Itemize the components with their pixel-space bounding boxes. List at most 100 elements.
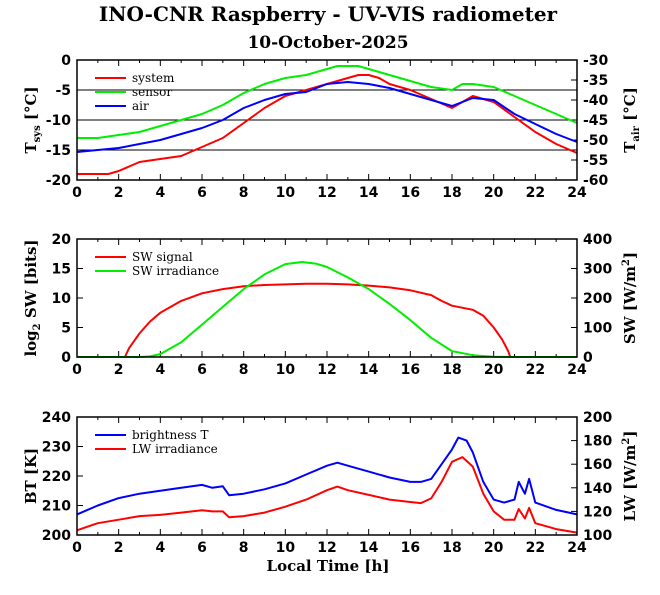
x-tick-label: 4 [155,362,165,378]
chart-title: INO-CNR Raspberry - UV-VIS radiometer [99,2,558,26]
y2-tick-label: 180 [583,434,612,450]
y2-tick-label: 120 [583,504,612,520]
y-tick-label: 230 [42,440,71,456]
x-tick-label: 14 [359,185,379,201]
x-tick-label: 20 [484,362,504,378]
x-tick-label: 10 [276,362,296,378]
y2-tick-label: 300 [583,262,612,278]
longwave-panel: 0 2 4 6 8 10 12 14 16 18 20 22 242402302202102002001… [22,410,639,556]
series-line-sw-irradiance [77,261,577,358]
y2-tick-label: 100 [583,528,612,544]
x-tick-label: 24 [567,185,587,201]
legend-label: system [132,71,175,85]
x-tick-label: 4 [155,185,165,201]
x-tick-label: 24 [567,540,587,556]
y2-tick-label: -40 [583,93,609,109]
x-tick-label: 20 [484,540,504,556]
legend-label: air [132,99,149,113]
x-tick-label: 8 [239,540,249,556]
y-axis-label: Tsys [°C] [22,86,43,153]
y-tick-label: 210 [42,499,71,515]
legend-label: sensor [132,85,172,99]
x-tick-label: 10 [276,540,296,556]
x-tick-label: 12 [317,185,336,201]
y2-axis-label: SW [W/m2] [621,252,639,344]
x-tick-label: 6 [197,362,207,378]
y2-tick-label: 200 [583,410,612,426]
y2-tick-label: 100 [583,321,612,337]
y-axis-label: log2 SW [bits] [22,239,43,356]
plot-frame [76,238,578,358]
x-tick-label: 22 [526,362,545,378]
x-tick-label: 22 [526,185,545,201]
x-tick-label: 18 [442,185,461,201]
x-axis-label: Local Time [h] [267,557,390,575]
chart-subtitle: 10-October-2025 [247,33,408,53]
x-tick-label: 2 [114,185,124,201]
y-tick-label: -20 [46,173,72,189]
x-tick-label: 18 [442,362,461,378]
x-tick-label: 12 [317,540,336,556]
x-tick-label: 2 [114,540,124,556]
x-tick-label: 8 [239,362,249,378]
y-tick-label: 5 [61,321,71,337]
shortwave-panel: 0 2 4 6 8 10 12 14 16 18 20 22 242015105040030020010… [22,232,639,378]
y-tick-label: 200 [42,528,71,544]
legend-label: SW signal [132,250,193,264]
x-tick-label: 24 [567,362,587,378]
x-tick-label: 8 [239,185,249,201]
series-line-brightness-t [76,436,578,516]
y2-tick-label: -50 [583,133,609,149]
y2-tick-label: 140 [583,481,612,497]
y-tick-label: -10 [46,113,72,129]
x-tick-label: 18 [442,540,461,556]
y2-tick-label: -55 [583,153,608,169]
series-line-system [77,74,578,175]
y-tick-label: 220 [42,469,71,485]
x-tick-label: 6 [197,540,207,556]
y-tick-label: 0 [61,53,71,69]
y2-tick-label: -30 [583,53,609,69]
x-tick-label: 14 [359,540,379,556]
y2-tick-label: 400 [583,232,612,248]
temperature-panel: 0 2 4 6 8 10 12 14 16 18 20 22 240-5-10-15-20-30-35-… [22,53,642,201]
x-tick-label: 0 [72,185,82,201]
y-tick-label: 240 [42,410,71,426]
x-tick-label: 14 [359,362,379,378]
plot-frame [76,59,578,181]
x-tick-label: 0 [72,540,82,556]
x-tick-label: 4 [155,540,165,556]
y-tick-label: 20 [52,232,72,248]
y2-axis-label: Tair [°C] [621,87,642,153]
y-axis-label: BT [K] [22,448,40,504]
series-line-lw-irradiance [76,456,578,534]
series-line-sw-signal [77,282,577,358]
x-tick-label: 22 [526,540,545,556]
x-tick-label: 16 [401,540,420,556]
y-tick-label: 0 [61,350,71,366]
x-tick-label: 12 [317,362,336,378]
y-tick-label: 15 [52,262,71,278]
x-tick-label: 10 [276,185,296,201]
x-tick-label: 2 [114,362,124,378]
legend-label: LW irradiance [132,442,218,456]
x-tick-label: 0 [72,362,82,378]
x-tick-label: 16 [401,185,420,201]
y2-tick-label: -45 [583,113,608,129]
y2-tick-label: 0 [583,350,593,366]
x-tick-label: 6 [197,185,207,201]
y-tick-label: -15 [46,143,71,159]
x-tick-label: 16 [401,362,420,378]
legend-label: SW irradiance [132,264,219,278]
legend-label: brightness T [132,428,208,442]
series-line-sensor [77,65,578,139]
plot-frame [76,416,578,536]
y-tick-label: 10 [52,291,72,307]
x-tick-label: 20 [484,185,504,201]
y2-tick-label: 200 [583,291,612,307]
y2-tick-label: -35 [583,73,608,89]
y-tick-label: -5 [55,83,71,99]
series-line-air [76,81,578,153]
y2-axis-label: LW [W/m2] [621,431,639,522]
